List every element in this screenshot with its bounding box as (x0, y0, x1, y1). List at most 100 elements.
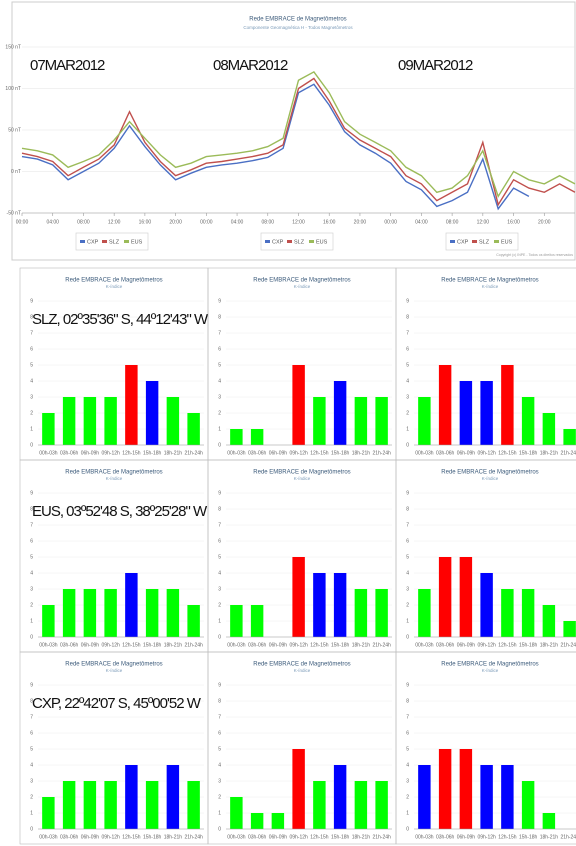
bar (438, 557, 452, 637)
y-tick-label: 0 (30, 826, 33, 832)
y-tick-label: 1 (218, 426, 221, 432)
y-tick-label: 6 (218, 730, 221, 736)
legend-label: CXP (457, 239, 469, 245)
x-tick-label: 00h-03h (415, 450, 434, 456)
y-tick-label: 1 (218, 618, 221, 624)
panel (395, 651, 576, 845)
x-tick-label: 00h-03h (415, 834, 434, 840)
x-tick-label: 04:00 (415, 219, 428, 225)
bar (230, 605, 243, 637)
y-tick-label: 4 (406, 570, 409, 576)
bar (333, 765, 347, 829)
bar (125, 365, 138, 445)
x-tick-label: 18h-21h (164, 834, 183, 840)
bar (104, 397, 117, 445)
x-tick-label: 12:00 (292, 219, 305, 225)
legend-swatch (494, 240, 499, 243)
bar (145, 381, 159, 445)
y-tick-label: 2 (30, 794, 33, 800)
y-tick-label: 0 (406, 826, 409, 832)
x-tick-label: 21h-24h (184, 834, 203, 840)
legend-swatch (287, 240, 292, 243)
bar (333, 381, 347, 445)
y-tick-label: 7 (30, 522, 33, 528)
legend-label: EUS (316, 239, 328, 245)
y-tick-label: 4 (218, 570, 221, 576)
bar (521, 589, 535, 637)
y-tick-label: 0 nT (11, 169, 21, 175)
legend-swatch (450, 240, 455, 243)
bar (375, 397, 388, 445)
x-tick-label: 12h-15h (310, 642, 329, 648)
x-tick-label: 09h-12h (477, 834, 496, 840)
legend-box (445, 232, 519, 251)
y-tick-label: 6 (406, 346, 409, 352)
top-panel (11, 1, 576, 261)
bar (166, 589, 180, 637)
x-tick-label: 12h-15h (310, 450, 329, 456)
bar (375, 589, 388, 637)
x-tick-label: 12h-15h (122, 834, 141, 840)
bar (313, 781, 326, 829)
bar (230, 797, 243, 829)
legend-box (75, 232, 149, 251)
y-tick-label: 0 (406, 634, 409, 640)
y-tick-label: 5 (406, 746, 409, 752)
legend-swatch (265, 240, 270, 243)
y-tick-label: 2 (218, 602, 221, 608)
x-tick-label: 15h-18h (143, 450, 162, 456)
x-tick-label: 18h-21h (352, 642, 371, 648)
y-tick-label: 0 (218, 826, 221, 832)
x-tick-label: 08:00 (262, 219, 275, 225)
x-tick-label: 03h-06h (60, 642, 79, 648)
x-tick-label: 15h-18h (519, 642, 538, 648)
y-tick-label: 2 (218, 794, 221, 800)
bar (292, 749, 305, 829)
bar (313, 397, 326, 445)
bar (42, 413, 55, 445)
bar (480, 381, 493, 445)
x-tick-label: 15h-18h (331, 834, 350, 840)
y-tick-label: 3 (30, 778, 33, 784)
y-tick-label: 6 (218, 346, 221, 352)
y-tick-label: 7 (30, 714, 33, 720)
x-tick-label: 18h-21h (540, 450, 559, 456)
y-tick-label: 2 (218, 410, 221, 416)
bar (42, 605, 55, 637)
chart-subtitle: K-índice (106, 284, 123, 289)
chart-title: Rede EMBRACE de Magnetômetros (65, 278, 162, 284)
y-tick-label: 9 (218, 490, 221, 496)
x-tick-label: 20:00 (354, 219, 367, 225)
y-tick-label: 1 (406, 426, 409, 432)
bar (250, 605, 264, 637)
x-tick-label: 20:00 (169, 219, 182, 225)
x-tick-label: 21h-24h (372, 450, 391, 456)
x-tick-label: 16:00 (323, 219, 336, 225)
y-tick-label: 0 (218, 634, 221, 640)
y-tick-label: 0 (30, 442, 33, 448)
chart-subtitle: K-índice (294, 476, 311, 481)
x-tick-label: 00h-03h (227, 642, 246, 648)
x-tick-label: 12h-15h (310, 834, 329, 840)
x-tick-label: 12h-15h (498, 834, 517, 840)
y-tick-label: 9 (406, 298, 409, 304)
bar (418, 589, 431, 637)
y-tick-label: 5 (30, 362, 33, 368)
x-tick-label: 15h-18h (331, 642, 350, 648)
bar (62, 781, 76, 829)
x-tick-label: 12h-15h (122, 642, 141, 648)
y-tick-label: 8 (406, 506, 409, 512)
x-tick-label: 15h-18h (519, 450, 538, 456)
bar (187, 781, 200, 829)
y-tick-label: 1 (30, 426, 33, 432)
y-tick-label: 9 (30, 490, 33, 496)
bar (250, 813, 264, 829)
legend-swatch (472, 240, 477, 243)
bar (480, 573, 493, 637)
bar (418, 765, 431, 829)
legend-label: SLZ (479, 239, 490, 245)
legend-swatch (102, 240, 107, 243)
bar (250, 429, 264, 445)
x-tick-label: 03h-06h (436, 834, 455, 840)
bar (292, 557, 305, 637)
